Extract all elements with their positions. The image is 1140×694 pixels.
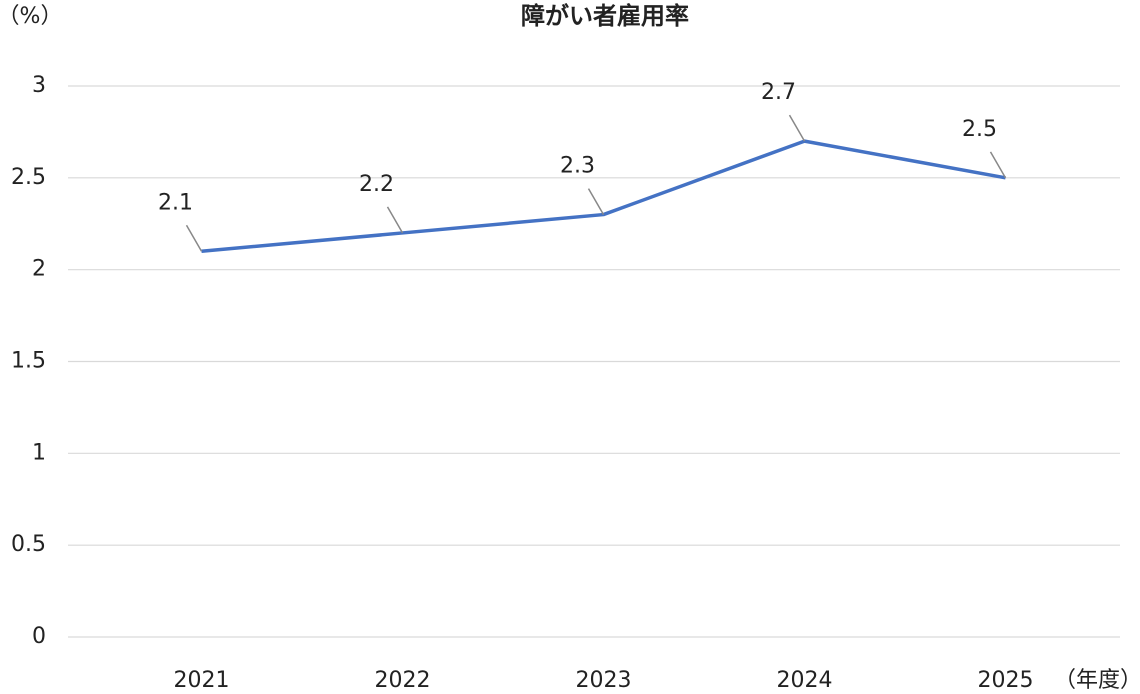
y-axis-label: （%） — [0, 4, 62, 29]
y-tick-label: 1 — [32, 440, 46, 465]
y-tick-label: 2.5 — [11, 165, 46, 190]
y-tick-label: 0.5 — [11, 532, 46, 557]
leader-line — [989, 151, 1007, 179]
data-label: 2.5 — [962, 117, 997, 142]
data-label: 2.2 — [359, 172, 394, 197]
x-tick-label: 2024 — [777, 668, 833, 693]
chart-title: 障がい者雇用率 — [521, 2, 689, 30]
leader-line — [185, 224, 203, 252]
data-label: 2.7 — [761, 80, 796, 105]
leader-line — [587, 188, 605, 215]
x-tick-label: 2021 — [174, 668, 230, 693]
x-tick-label: 2022 — [375, 668, 431, 693]
y-tick-label: 3 — [32, 73, 46, 98]
x-tick-label: 2023 — [576, 668, 632, 693]
y-tick-label: 2 — [32, 257, 46, 282]
data-label: 2.1 — [158, 190, 193, 215]
y-tick-label: 1.5 — [11, 349, 46, 374]
x-tick-label: 2025 — [978, 668, 1034, 693]
y-tick-label: 0 — [32, 624, 46, 649]
data-label: 2.3 — [560, 154, 595, 179]
leader-line — [788, 114, 806, 142]
leader-line — [386, 206, 404, 234]
x-axis-label: （年度） — [1054, 668, 1140, 693]
data-line — [201, 139, 1006, 254]
